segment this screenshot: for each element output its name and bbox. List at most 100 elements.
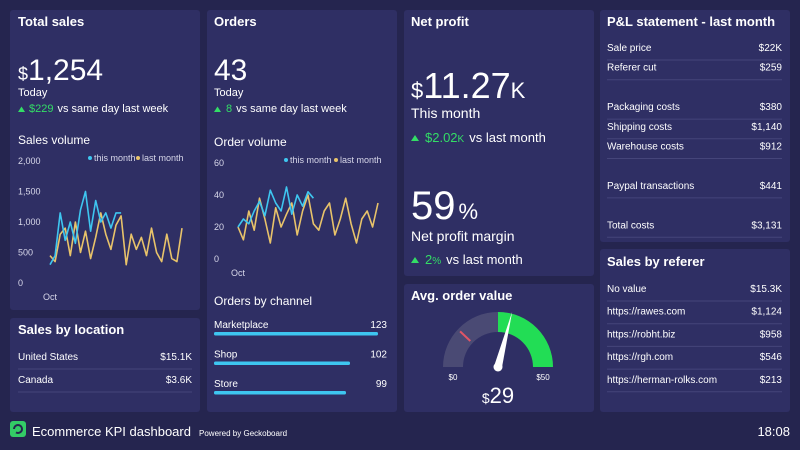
y-tick-label: 0 bbox=[214, 254, 219, 264]
panel-title: Net profit bbox=[411, 14, 469, 29]
panel-title: Sales by location bbox=[18, 322, 124, 337]
value: 59 bbox=[411, 184, 456, 228]
suffix: K bbox=[511, 78, 526, 103]
kpi-value: $1,254 bbox=[18, 54, 103, 87]
channel-value: 123 bbox=[370, 320, 387, 331]
gauge-target bbox=[459, 330, 471, 342]
row-label: https://rawes.com bbox=[607, 307, 685, 318]
row-value: $441 bbox=[760, 181, 783, 192]
y-tick-label: 0 bbox=[18, 278, 23, 288]
legend-marker bbox=[334, 158, 338, 162]
row-label: Packaging costs bbox=[607, 102, 680, 113]
bar bbox=[214, 391, 346, 395]
row-label: Shipping costs bbox=[607, 122, 672, 133]
kpi-value: $11.27K bbox=[411, 65, 526, 106]
chart-title: Sales volume bbox=[18, 133, 90, 147]
row-value: $912 bbox=[760, 142, 783, 153]
period: Today bbox=[214, 87, 244, 99]
row-value: $213 bbox=[760, 375, 783, 386]
period: This month bbox=[411, 105, 480, 121]
channel-label: Marketplace bbox=[214, 320, 269, 331]
channel-value: 99 bbox=[376, 379, 388, 390]
row-value: $22K bbox=[759, 43, 783, 54]
y-tick-label: 40 bbox=[214, 190, 224, 200]
row-label: United States bbox=[18, 352, 78, 363]
row-value: $1,124 bbox=[751, 307, 782, 318]
row-label: https://rgh.com bbox=[607, 352, 673, 363]
value: 11.27 bbox=[423, 65, 510, 106]
logo-mark bbox=[13, 424, 24, 434]
row-label: Warehouse costs bbox=[607, 142, 684, 153]
change: 8 vs same day last week bbox=[226, 103, 347, 115]
legend-label: this month bbox=[290, 155, 332, 165]
row-label: Total costs bbox=[607, 220, 654, 231]
row-value: $259 bbox=[760, 63, 783, 74]
currency: $ bbox=[18, 64, 28, 84]
up-arrow bbox=[411, 135, 419, 141]
panel bbox=[600, 10, 790, 242]
change-text: vs same day last week bbox=[236, 103, 347, 115]
channel-label: Shop bbox=[214, 350, 238, 361]
value: 1,254 bbox=[28, 54, 103, 87]
panel-title: Orders bbox=[214, 14, 257, 29]
legend-label: this month bbox=[94, 153, 136, 163]
chart-title: Order volume bbox=[214, 135, 287, 149]
panel-title: Sales by referer bbox=[607, 254, 705, 269]
change-value: $2.02 bbox=[425, 130, 458, 145]
gauge-min-label: $0 bbox=[449, 373, 458, 382]
line-series bbox=[237, 186, 315, 228]
row-value: $380 bbox=[760, 102, 783, 113]
value: 29 bbox=[490, 383, 514, 408]
row-value: $3,131 bbox=[751, 220, 782, 231]
row-value: $546 bbox=[760, 352, 783, 363]
gauge-good-zone bbox=[498, 312, 553, 367]
row-value: $15.3K bbox=[750, 284, 782, 295]
kpi-value: 59% bbox=[411, 184, 478, 228]
legend-marker bbox=[88, 156, 92, 160]
panel bbox=[10, 318, 200, 412]
currency: $ bbox=[482, 390, 490, 406]
panel bbox=[404, 284, 594, 412]
y-tick-label: 2,000 bbox=[18, 156, 41, 166]
footer-title: Ecommerce KPI dashboard bbox=[32, 424, 191, 439]
channel-label: Store bbox=[214, 379, 238, 390]
panel-title: Total sales bbox=[18, 14, 84, 29]
bar bbox=[214, 332, 378, 336]
gauge-needle bbox=[494, 311, 513, 368]
panel-title: P&L statement - last month bbox=[607, 14, 775, 29]
x-tick-label: Oct bbox=[231, 268, 246, 278]
change: $229 vs same day last week bbox=[29, 103, 169, 115]
y-tick-label: 20 bbox=[214, 222, 224, 232]
logo bbox=[10, 421, 26, 437]
gauge-max-label: $50 bbox=[536, 373, 550, 382]
line-series bbox=[49, 212, 183, 266]
change-value: 2 bbox=[425, 252, 432, 267]
period: Today bbox=[18, 87, 48, 99]
row-value: $15.1K bbox=[160, 352, 192, 363]
change-text: vs last month bbox=[446, 252, 523, 267]
legend-label: last month bbox=[340, 155, 382, 165]
row-label: No value bbox=[607, 284, 647, 295]
legend-label: last month bbox=[142, 153, 184, 163]
panel-title: Avg. order value bbox=[411, 288, 512, 303]
y-tick-label: 60 bbox=[214, 158, 224, 168]
bar bbox=[214, 361, 350, 365]
panel bbox=[600, 249, 790, 412]
y-tick-label: 1,500 bbox=[18, 187, 41, 197]
change: 2% vs last month bbox=[425, 252, 523, 267]
y-tick-label: 500 bbox=[18, 248, 33, 258]
channel-value: 102 bbox=[370, 350, 387, 361]
change-suffix: K bbox=[458, 134, 465, 145]
kpi-value: 43 bbox=[214, 54, 247, 87]
currency: $ bbox=[411, 78, 423, 103]
row-value: $3.6K bbox=[166, 375, 192, 386]
row-label: https://robht.biz bbox=[607, 329, 675, 340]
section-title: Orders by channel bbox=[214, 294, 312, 308]
legend-marker bbox=[136, 156, 140, 160]
panel bbox=[404, 10, 594, 276]
row-label: Paypal transactions bbox=[607, 181, 694, 192]
clock: 18:08 bbox=[757, 424, 790, 439]
row-label: https://herman-rolks.com bbox=[607, 375, 717, 386]
change-suffix: % bbox=[432, 256, 441, 267]
